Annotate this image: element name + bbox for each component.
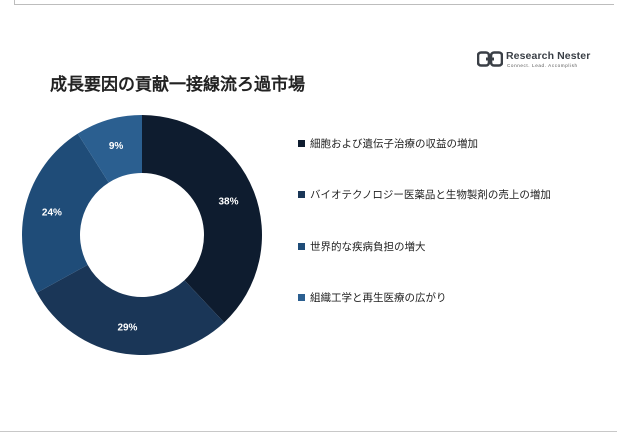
donut-slice-2 xyxy=(36,264,225,356)
legend-swatch-3 xyxy=(298,242,305,250)
legend-swatch-2 xyxy=(298,190,305,198)
donut-slice-label-4: 9% xyxy=(109,141,124,152)
legend-item-1: 細胞および遺伝子治療の収益の増加 xyxy=(298,135,478,151)
donut-slice-label-1: 38% xyxy=(218,196,238,207)
logo-mark-icon xyxy=(477,51,503,67)
legend-swatch-4 xyxy=(298,293,305,301)
legend-label-4: 組織工学と再生医療の広がり xyxy=(310,291,447,304)
frame-top-border xyxy=(14,0,614,5)
donut-slice-3 xyxy=(21,133,109,293)
research-nester-logo: Research Nester Connect. Lead. Accomplis… xyxy=(477,49,591,73)
frame-bottom-border xyxy=(0,431,617,432)
legend-label-2: バイオテクノロジー医薬品と生物製剤の売上の増加 xyxy=(310,188,551,201)
legend-label-1: 細胞および遺伝子治療の収益の増加 xyxy=(310,137,478,150)
logo-name: Research Nester xyxy=(506,50,591,62)
logo-tagline: Connect. Lead. Accomplish xyxy=(507,63,578,68)
legend-swatch-1 xyxy=(298,139,305,147)
legend-label-3: 世界的な疾病負担の増大 xyxy=(310,240,426,253)
donut-slice-1 xyxy=(142,115,263,323)
donut-slice-label-3: 24% xyxy=(42,207,62,218)
donut-slice-4 xyxy=(77,115,142,183)
donut-slice-label-2: 29% xyxy=(117,322,137,333)
legend-item-4: 組織工学と再生医療の広がり xyxy=(298,289,447,305)
chart-title: 成長要因の貢献一接線流ろ過市場 xyxy=(50,75,305,95)
legend-item-2: バイオテクノロジー医薬品と生物製剤の売上の増加 xyxy=(298,186,551,202)
legend-item-3: 世界的な疾病負担の増大 xyxy=(298,238,426,254)
